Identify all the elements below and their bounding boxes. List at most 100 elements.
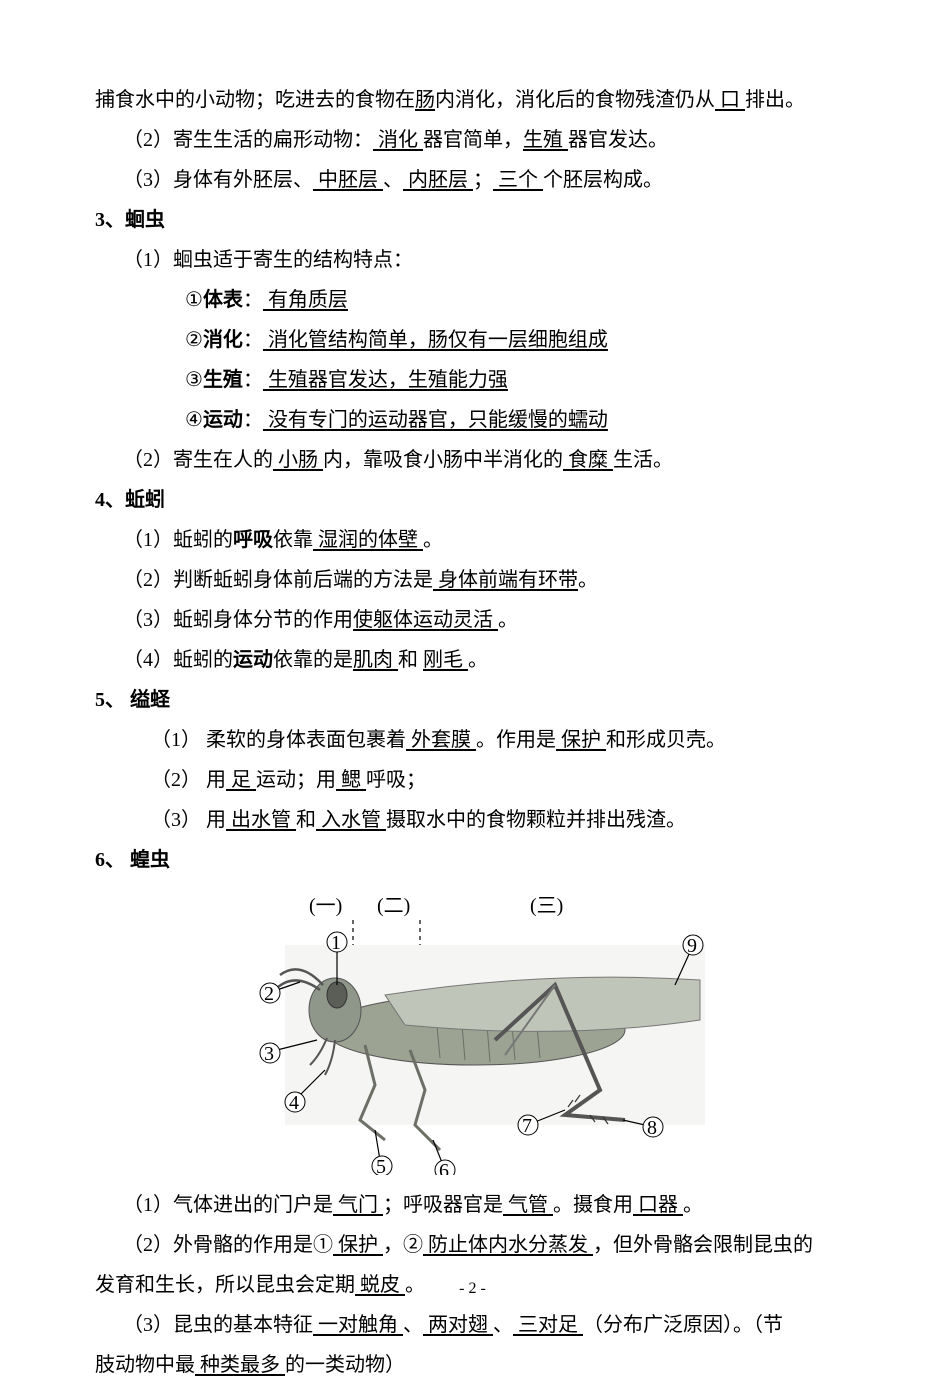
text: 。作用是 — [476, 729, 556, 751]
svg-text:1: 1 — [331, 932, 341, 954]
para-5: ①体表： 有角质层 — [95, 280, 850, 320]
para-13: （4）蚯蚓的运动依靠的是肌肉 和 刚毛 。 — [95, 640, 850, 680]
text: 摄取水中的食物颗粒并排出残渣。 — [386, 809, 686, 831]
blank: 消化 — [373, 129, 423, 151]
blank: 没有专门的运动器官，只能缓慢的蠕动 — [263, 409, 608, 431]
para-15: （2） 用 足 运动；用 鳃 呼吸； — [95, 760, 850, 800]
text: 。 — [683, 1194, 703, 1216]
blank: 使躯体运动灵活 — [353, 609, 498, 631]
blank: 保护 — [333, 1234, 383, 1256]
blank: 三对足 — [513, 1314, 583, 1336]
para-10: （1）蚯蚓的呼吸依靠 湿润的体壁 。 — [95, 520, 850, 560]
page-number: - 2 - — [0, 1273, 945, 1305]
text: 依靠 — [273, 529, 313, 551]
svg-text:2: 2 — [264, 983, 274, 1005]
text: 运动；用 — [256, 769, 336, 791]
para-11: （2）判断蚯蚓身体前后端的方法是 身体前端有环带。 — [95, 560, 850, 600]
grasshopper-diagram: (一) (二) (三) — [245, 890, 725, 1175]
text: （2） 用 — [151, 769, 226, 791]
text: 。 — [423, 529, 443, 551]
label: ③生殖： — [185, 369, 263, 391]
blank: 足 — [226, 769, 256, 791]
para-4: （1）蛔虫适于寄生的结构特点： — [95, 240, 850, 280]
para-19a: （3）昆虫的基本特征 一对触角 、 两对翅 、 三对足 （分布广泛原因）。（节 — [95, 1305, 850, 1345]
blank: 小肠 — [273, 449, 323, 471]
blank: 身体前端有环带 — [433, 569, 578, 591]
text: （2）寄生在人的 — [123, 449, 273, 471]
blank: 刚毛 — [423, 649, 468, 671]
text: （分布广泛原因）。（节 — [583, 1314, 783, 1336]
text: （1）气体进出的门户是 — [123, 1194, 333, 1216]
blank: 防止体内水分蒸发 — [423, 1234, 593, 1256]
blank: 生殖器官发达，生殖能力强 — [263, 369, 508, 391]
svg-text:6: 6 — [439, 1160, 449, 1175]
text: 个胚层构成。 — [543, 169, 663, 191]
blank: 种类最多 — [195, 1354, 285, 1376]
text: （1）蚯蚓的 — [123, 529, 233, 551]
text: 。摄食用 — [553, 1194, 633, 1216]
text: 和 — [398, 649, 423, 671]
label: ④运动： — [185, 409, 263, 431]
text: ； — [473, 169, 493, 191]
text: 的一类动物） — [285, 1354, 405, 1376]
text: ，但外骨骼会限制昆虫的 — [593, 1234, 813, 1256]
para-3: （3）身体有外胚层、 中胚层 、 内胚层 ； 三个 个胚层构成。 — [95, 160, 850, 200]
text: 排出。 — [745, 89, 805, 111]
blank: 外套膜 — [406, 729, 476, 751]
para-9: （2）寄生在人的 小肠 内，靠吸食小肠中半消化的 食糜 生活。 — [95, 440, 850, 480]
text: ，② — [383, 1234, 423, 1256]
para-6: ②消化： 消化管结构简单，肠仅有一层细胞组成 — [95, 320, 850, 360]
svg-text:9: 9 — [687, 935, 697, 957]
para-7: ③生殖： 生殖器官发达，生殖能力强 — [95, 360, 850, 400]
text: 。 — [498, 609, 518, 631]
text: 内消化，消化后的食物残渣仍从 — [435, 89, 715, 111]
blank: 出水管 — [226, 809, 296, 831]
text: 、 — [383, 169, 403, 191]
svg-text:3: 3 — [264, 1043, 274, 1065]
blank: 中胚层 — [313, 169, 383, 191]
text: 生活。 — [613, 449, 673, 471]
text: 内，靠吸食小肠中半消化的 — [323, 449, 563, 471]
blank: 肌肉 — [353, 649, 398, 671]
para-14: （1） 柔软的身体表面包裹着 外套膜 。作用是 保护 和形成贝壳。 — [95, 720, 850, 760]
para-16: （3） 用 出水管 和 入水管 摄取水中的食物颗粒并排出残渣。 — [95, 800, 850, 840]
text: 和 — [296, 809, 316, 831]
label: ②消化： — [185, 329, 263, 351]
blank: 内胚层 — [403, 169, 473, 191]
svg-text:8: 8 — [647, 1117, 657, 1139]
heading-5: 5、 缢蛏 — [95, 680, 850, 720]
para-18a: （2）外骨骼的作用是① 保护 ，② 防止体内水分蒸发 ，但外骨骼会限制昆虫的 — [95, 1225, 850, 1265]
text: 和形成贝壳。 — [606, 729, 726, 751]
blank: 鳃 — [336, 769, 366, 791]
text: （4）蚯蚓的 — [123, 649, 233, 671]
diagram-section-2: (二) — [377, 895, 410, 917]
blank: 湿润的体壁 — [313, 529, 423, 551]
text: （2）判断蚯蚓身体前后端的方法是 — [123, 569, 433, 591]
label: ①体表： — [185, 289, 263, 311]
blank: 保护 — [556, 729, 606, 751]
para-8: ④运动： 没有专门的运动器官，只能缓慢的蠕动 — [95, 400, 850, 440]
text: 、 — [493, 1314, 513, 1336]
text: 器官简单， — [423, 129, 523, 151]
text: ；呼吸器官是 — [383, 1194, 503, 1216]
blank: 肠 — [415, 89, 435, 111]
blank: 生殖 — [523, 129, 568, 151]
text-bold: 运动 — [233, 649, 273, 671]
heading-3: 3、蛔虫 — [95, 200, 850, 240]
text: （3）身体有外胚层、 — [123, 169, 313, 191]
text: 。 — [468, 649, 488, 671]
para-12: （3）蚯蚓身体分节的作用使躯体运动灵活 。 — [95, 600, 850, 640]
text: 肢动物中最 — [95, 1354, 195, 1376]
text: （2）外骨骼的作用是① — [123, 1234, 333, 1256]
text: （3）蚯蚓身体分节的作用 — [123, 609, 353, 631]
text: 捕食水中的小动物；吃进去的食物在 — [95, 89, 415, 111]
heading-6: 6、 蝗虫 — [95, 840, 850, 880]
blank: 口器 — [633, 1194, 683, 1216]
svg-text:5: 5 — [376, 1156, 386, 1175]
para-19b: 肢动物中最 种类最多 的一类动物） — [95, 1345, 850, 1385]
blank: 两对翅 — [423, 1314, 493, 1336]
text: （1） 柔软的身体表面包裹着 — [151, 729, 406, 751]
para-1: 捕食水中的小动物；吃进去的食物在肠内消化，消化后的食物残渣仍从 口 排出。 — [95, 80, 850, 120]
blank: 消化管结构简单，肠仅有一层细胞组成 — [263, 329, 608, 351]
blank: 入水管 — [316, 809, 386, 831]
